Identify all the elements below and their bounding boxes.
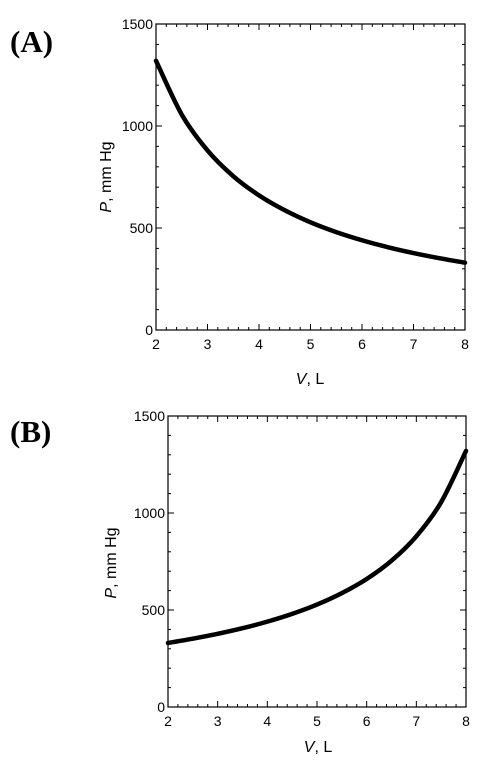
y-axis-label-b: P, mm Hg xyxy=(103,527,120,598)
x-tick-label: 4 xyxy=(263,713,271,729)
x-tick-label: 6 xyxy=(363,713,371,729)
y-tick-label: 0 xyxy=(157,699,165,715)
y-tick-labels-b: 0 500 1000 1500 xyxy=(134,408,165,715)
x-tick-label: 8 xyxy=(461,336,469,352)
x-tick-labels-b: 2 3 4 5 6 7 8 xyxy=(164,713,470,729)
x-axis-label-b: V, L xyxy=(304,739,333,756)
pressure-volume-curve-b xyxy=(165,448,469,646)
y-tick-label: 1000 xyxy=(122,118,153,134)
x-tick-label: 7 xyxy=(412,713,420,729)
y-tick-label: 1500 xyxy=(134,408,165,424)
plot-frame-b xyxy=(167,415,467,708)
y-tick-label: 0 xyxy=(145,322,153,338)
x-tick-label: 3 xyxy=(204,336,212,352)
x-tick-label: 5 xyxy=(313,713,321,729)
y-tick-label: 500 xyxy=(142,602,166,618)
y-tick-label: 500 xyxy=(130,220,154,236)
x-axis-label-a: V, L xyxy=(296,371,325,388)
x-tick-label: 4 xyxy=(255,336,263,352)
panel-label-b: (B) xyxy=(10,414,51,449)
plot-frame-a xyxy=(155,23,466,331)
y-tick-label: 1000 xyxy=(134,505,165,521)
pressure-volume-curve-a xyxy=(153,58,468,265)
ticks-b xyxy=(167,415,467,708)
y-axis-label-a: P, mm Hg xyxy=(98,141,115,212)
y-tick-label: 1500 xyxy=(122,16,153,32)
panel-a: (A) 2 3 4 5 6 7 8 0 500 1000 1500 V, L P, mm Hg xyxy=(10,16,469,388)
x-tick-label: 8 xyxy=(462,713,470,729)
x-tick-label: 7 xyxy=(410,336,418,352)
x-tick-label: 2 xyxy=(152,336,160,352)
x-tick-label: 2 xyxy=(164,713,172,729)
x-tick-labels-a: 2 3 4 5 6 7 8 xyxy=(152,336,469,352)
x-tick-label: 3 xyxy=(214,713,222,729)
y-tick-labels-a: 0 500 1000 1500 xyxy=(122,16,153,338)
panel-label-a: (A) xyxy=(10,24,53,59)
x-tick-label: 6 xyxy=(358,336,366,352)
ticks-a xyxy=(155,23,466,331)
panel-b: (B) 2 3 4 5 6 7 8 0 500 1000 1500 V, L P, mm Hg xyxy=(10,408,470,756)
x-tick-label: 5 xyxy=(307,336,315,352)
